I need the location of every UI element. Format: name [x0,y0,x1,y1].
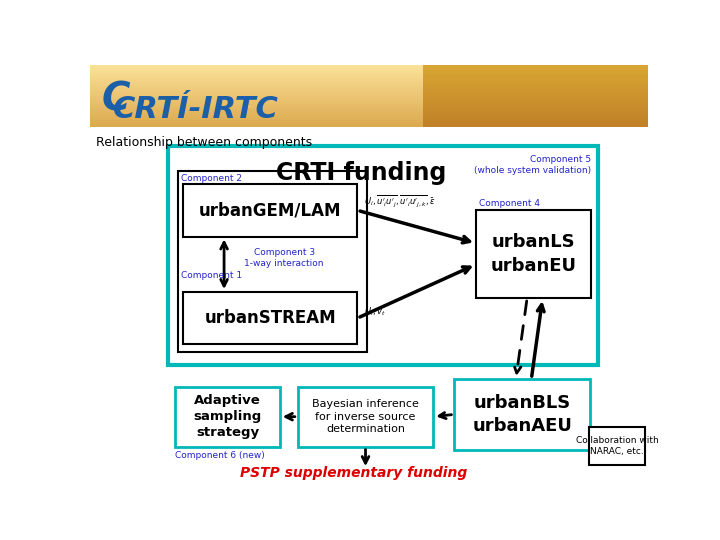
Bar [90,65,648,68]
Bar [423,124,648,127]
Bar [423,75,648,78]
Bar [423,98,648,100]
Bar [423,96,648,98]
Bar [183,292,357,345]
Bar [90,122,648,125]
Bar [90,114,648,117]
Bar [90,67,648,69]
Bar [423,85,648,88]
Bar [423,102,648,104]
Bar [423,116,648,119]
Bar [90,77,648,79]
Text: C: C [102,80,130,118]
Bar [175,387,280,447]
Bar [90,106,648,109]
Text: PSTP supplementary funding: PSTP supplementary funding [240,466,467,480]
Bar [90,124,648,127]
Bar [90,90,648,92]
Text: Component 2: Component 2 [181,174,242,183]
Text: Component 1: Component 1 [181,271,242,280]
Text: urbanSTREAM: urbanSTREAM [204,309,336,327]
Bar [454,379,590,450]
Bar [178,171,367,352]
Bar [423,108,648,110]
Bar [423,114,648,117]
Bar [297,387,433,447]
Bar [423,90,648,92]
Text: Component 3
1-way interaction: Component 3 1-way interaction [244,248,324,268]
Text: Adaptive
sampling
strategy: Adaptive sampling strategy [194,394,261,439]
Bar [90,71,648,73]
Text: $U_i, \overline{u'_iu'_j}, \overline{u'_iu'_{j,k}}, \bar{\varepsilon}$: $U_i, \overline{u'_iu'_j}, \overline{u'_… [364,194,436,210]
Bar [423,118,648,120]
Bar [423,106,648,109]
Bar [90,102,648,104]
Text: CRTÍ-IRTC: CRTÍ-IRTC [113,95,279,124]
Bar [90,83,648,86]
Bar [423,71,648,73]
Bar [90,116,648,119]
Bar [423,69,648,71]
Bar [423,93,648,96]
Bar [90,93,648,96]
Bar [423,79,648,82]
Bar [90,69,648,71]
Text: Component 6 (new): Component 6 (new) [175,451,265,460]
Text: Relationship between components: Relationship between components [96,136,312,148]
Bar [423,73,648,76]
Bar [90,118,648,120]
Bar [423,110,648,112]
Bar [90,85,648,88]
Bar [90,112,648,114]
Bar [423,100,648,102]
Bar [423,87,648,90]
Text: Component 4: Component 4 [479,199,540,208]
Bar [589,427,645,465]
Bar [423,122,648,125]
Bar [90,87,648,90]
Bar [423,81,648,84]
Text: urbanBLS
urbanAEU: urbanBLS urbanAEU [472,394,572,435]
Text: Collaboration with
NARAC, etc.: Collaboration with NARAC, etc. [575,436,658,456]
Bar [168,146,598,365]
Bar [90,100,648,102]
Bar [423,104,648,106]
Bar [476,210,590,298]
Text: $U_i, v_t$: $U_i, v_t$ [364,306,385,318]
Bar [90,91,648,94]
Bar [90,81,648,84]
Bar [423,91,648,94]
Text: urbanLS
urbanEU: urbanLS urbanEU [490,233,576,275]
Bar [423,67,648,69]
Bar [90,104,648,106]
Bar [90,110,648,112]
Bar [423,65,648,68]
Bar [90,120,648,123]
Bar [90,108,648,110]
Bar [423,77,648,79]
Bar [90,79,648,82]
Bar [90,73,648,76]
Text: urbanGEM/LAM: urbanGEM/LAM [199,201,341,219]
Bar [423,112,648,114]
Text: Bayesian inference
for inverse source
determination: Bayesian inference for inverse source de… [312,399,419,434]
Bar [90,75,648,78]
Bar [423,83,648,86]
Bar [423,120,648,123]
Bar [90,96,648,98]
Text: CRTI-IRTC: CRTI-IRTC [245,106,252,107]
Bar [183,184,357,237]
Text: Component 5
(whole system validation): Component 5 (whole system validation) [474,155,591,175]
Text: CRTI funding: CRTI funding [276,161,446,185]
Bar [90,98,648,100]
